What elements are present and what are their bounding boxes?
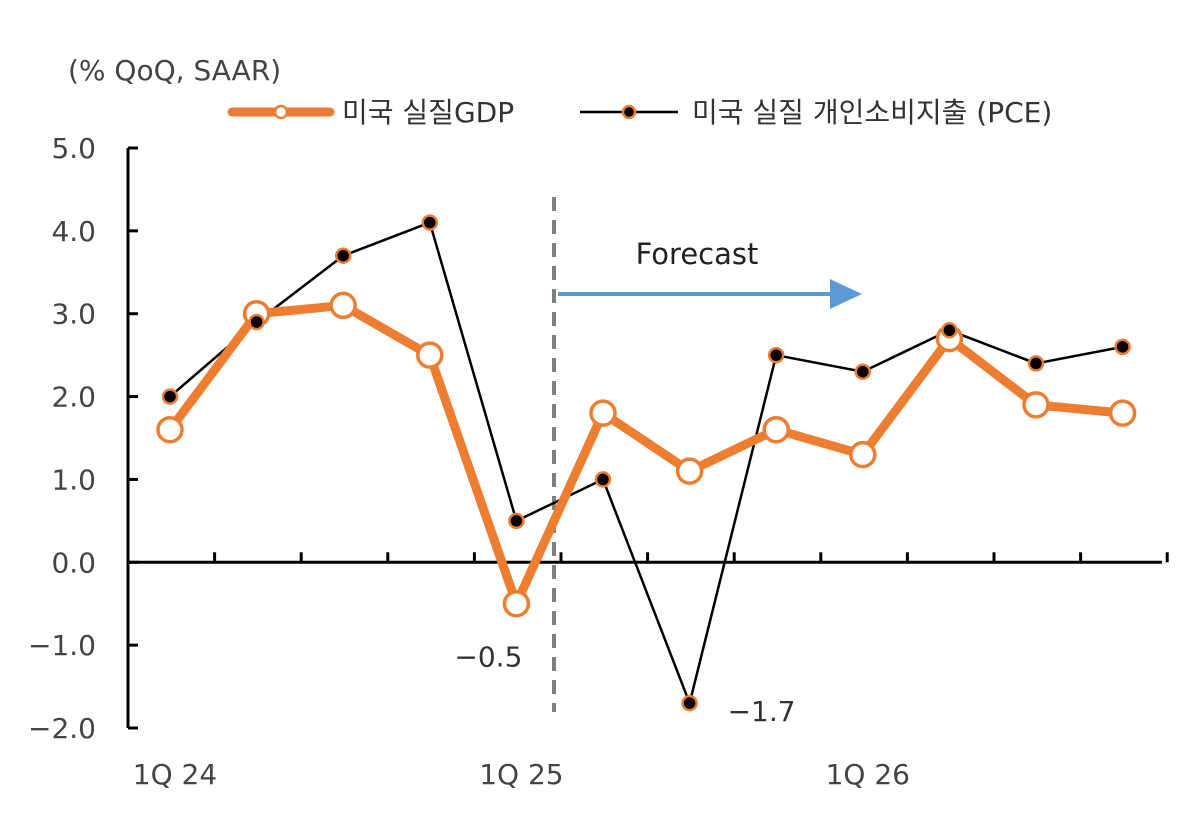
x-tick-label: 1Q 24 [133,758,217,791]
legend-label-pce: 미국 실질 개인소비지출 (PCE) [692,96,1052,129]
forecast-layer: Forecast [552,197,862,712]
labels-layer: −0.5 −1.7 [454,641,795,728]
gdp-point [1108,399,1137,427]
legend: 미국 실질GDP 미국 실질 개인소비지출 (PCE) [227,96,1052,129]
series-layer [156,214,1137,712]
pce-point [767,346,785,364]
legend-label-gdp: 미국 실질GDP [342,96,514,129]
legend-swatch-pce-marker [621,104,637,120]
gdp-point [416,341,444,369]
pce-point [1027,355,1045,372]
gdp-point [502,589,531,618]
y-tick-label: 3.0 [51,298,96,331]
series-line-pce [169,220,1123,708]
y-tick-label: 0.0 [51,546,96,579]
pce-point [508,512,525,530]
y-tick-label: −2.0 [28,712,96,745]
forecast-label: Forecast [636,237,759,271]
pce-point [334,247,352,264]
y-tick-label: −1.0 [28,629,96,662]
y-tick-label: 5.0 [51,132,96,165]
pce-point [421,214,439,231]
series-line-gdp [165,300,1128,609]
y-tick-label: 1.0 [51,463,96,496]
gdp-point [156,415,184,444]
data-label: −1.7 [728,695,796,728]
gdp-point [675,457,704,485]
x-tick-label: 1Q 25 [479,758,563,791]
pce-point [854,363,872,380]
data-label: −0.5 [454,641,522,674]
gdp-point [849,440,877,469]
x-tick-label: 1Q 26 [826,758,910,791]
gdp-point [1022,391,1050,419]
pce-point [681,694,698,712]
gdp-point [329,291,357,320]
gdp-point [589,399,617,427]
forecast-arrow-head [830,279,862,309]
y-tick-label: 2.0 [51,381,96,414]
gdp-point [762,415,790,444]
pce-point [941,322,958,339]
axes-layer: 5.0 4.0 3.0 2.0 1.0 0.0 −1.0 −2.0 (% QoQ, SAAR) 1… [28,54,1169,791]
legend-swatch-gdp-marker [273,104,289,120]
pce-point [1114,338,1131,356]
y-tick-label: 4.0 [51,215,96,248]
y-unit-label: (% QoQ, SAAR) [68,54,281,87]
pce-point [594,471,612,488]
pce-point [161,388,179,405]
pce-point [248,313,265,331]
